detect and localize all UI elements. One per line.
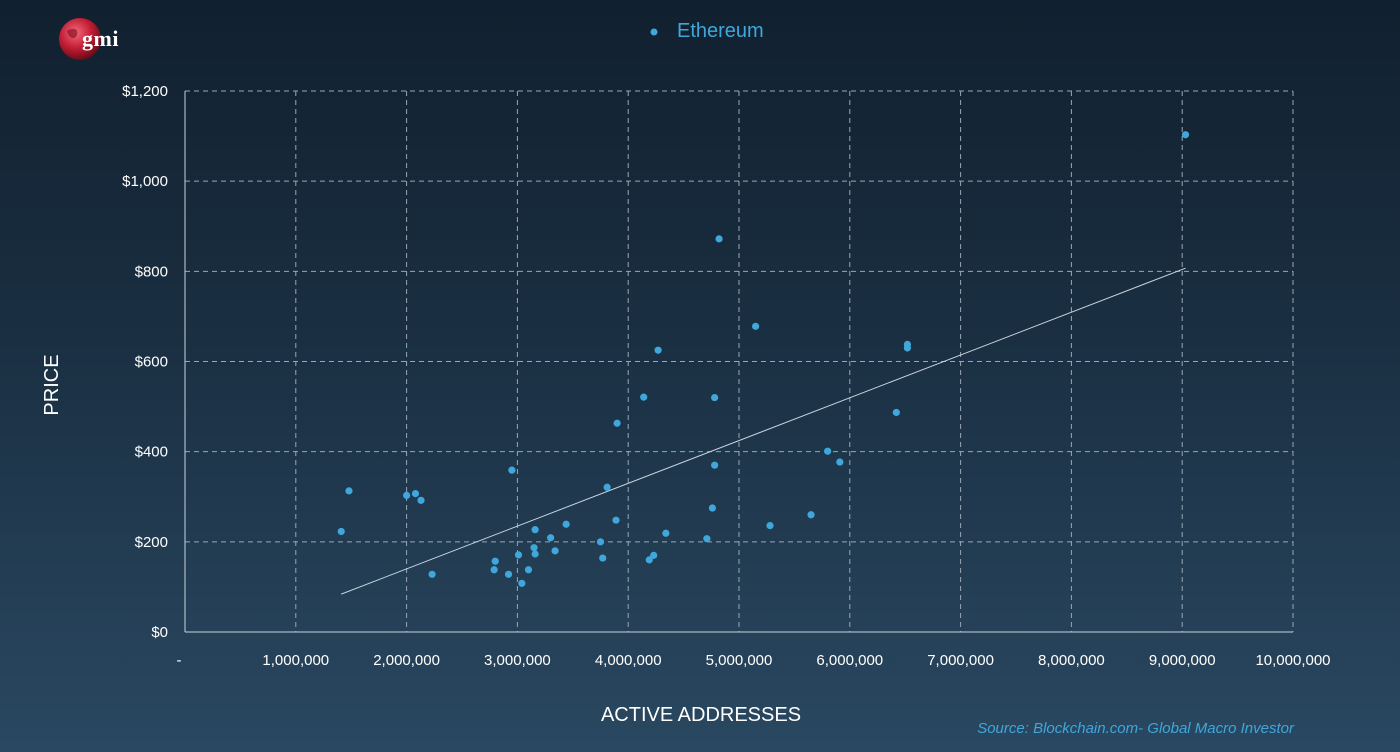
trendline	[341, 267, 1186, 595]
data-point	[530, 544, 538, 552]
legend-label: Ethereum	[677, 20, 764, 42]
x-tick-label: -	[177, 652, 182, 669]
x-tick-label: 6,000,000	[816, 652, 883, 669]
y-tick-label: $800	[135, 263, 168, 280]
data-point	[508, 466, 516, 474]
y-tick-label: $1,000	[122, 173, 168, 190]
axes	[184, 91, 1293, 633]
data-point	[752, 322, 760, 330]
x-tick-label: 2,000,000	[373, 652, 440, 669]
legend-marker	[650, 28, 658, 36]
data-point	[662, 529, 670, 537]
y-axis-title: PRICE	[41, 354, 63, 415]
data-point	[337, 527, 345, 536]
data-point	[1181, 131, 1190, 139]
data-point	[603, 483, 611, 491]
data-point	[708, 504, 717, 512]
data-point	[596, 538, 605, 546]
data-point	[403, 491, 411, 499]
data-point	[490, 566, 498, 574]
globe-icon	[59, 18, 101, 60]
data-point	[345, 487, 353, 495]
data-point	[824, 447, 832, 455]
x-axis-title: ACTIVE ADDRESSES	[601, 704, 801, 726]
data-point	[903, 344, 912, 352]
data-point	[547, 534, 555, 542]
data-point	[613, 419, 621, 427]
data-point	[514, 551, 523, 559]
y-tick-label: $1,200	[122, 83, 168, 100]
data-points	[337, 131, 1190, 587]
x-tick-label: 10,000,000	[1255, 652, 1330, 669]
x-tick-label: 1,000,000	[262, 652, 329, 669]
data-point	[836, 458, 844, 466]
data-point	[711, 461, 719, 469]
data-point	[551, 547, 559, 555]
x-tick-label: 3,000,000	[484, 652, 551, 669]
source-label: Source: Blockchain.com- Global Macro Inv…	[977, 720, 1295, 737]
y-tick-label: $600	[135, 354, 168, 371]
data-point	[599, 554, 607, 562]
x-tick-label: 8,000,000	[1038, 652, 1105, 669]
data-point	[524, 566, 533, 574]
data-point	[612, 516, 620, 524]
x-tick-label: 4,000,000	[595, 652, 662, 669]
data-point	[645, 556, 653, 564]
data-point	[711, 393, 719, 402]
data-point	[650, 551, 658, 559]
x-tick-label: 9,000,000	[1149, 652, 1216, 669]
data-point	[562, 520, 570, 528]
data-point	[518, 579, 526, 587]
data-point	[703, 535, 711, 543]
legend: Ethereum	[650, 20, 764, 42]
data-point	[411, 489, 420, 498]
data-point	[640, 393, 648, 401]
grid	[185, 90, 1294, 632]
data-point	[417, 496, 425, 504]
x-tick-label: 5,000,000	[706, 652, 773, 669]
data-point	[715, 235, 723, 243]
data-point	[531, 526, 539, 534]
data-point	[491, 557, 499, 565]
data-point	[531, 550, 539, 558]
x-tick-label: 7,000,000	[927, 652, 994, 669]
y-tick-labels: $0 $200 $400 $600 $800 $1,000 $1,200	[122, 83, 168, 641]
data-point	[654, 346, 662, 354]
y-tick-label: $0	[151, 624, 168, 641]
gmi-logo	[55, 15, 145, 63]
data-point	[428, 570, 436, 578]
data-point	[807, 511, 815, 519]
x-tick-labels: - 1,000,000 2,000,000 3,000,000 4,000,000 5,0…	[177, 652, 1331, 669]
data-point	[504, 570, 513, 578]
data-point	[892, 408, 900, 417]
logo-text: gmi	[82, 26, 119, 51]
y-tick-label: $200	[135, 534, 168, 551]
y-tick-label: $400	[135, 444, 168, 461]
data-point	[766, 522, 774, 530]
